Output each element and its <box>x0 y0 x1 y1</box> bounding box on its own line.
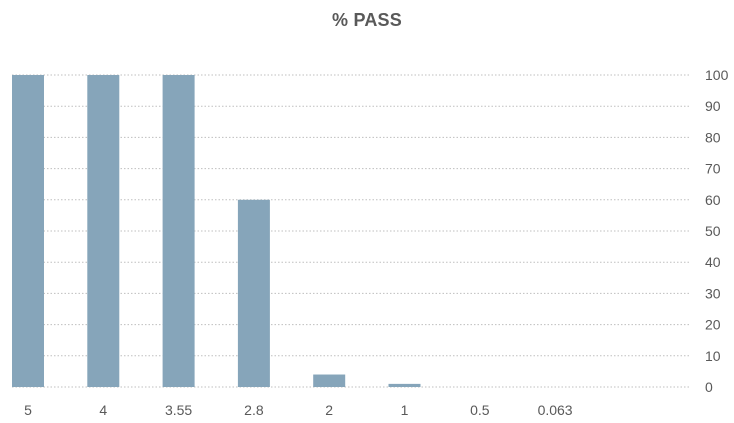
x-tick-label: 0.5 <box>470 402 490 418</box>
y-axis-tick-labels: 0 10 20 30 40 50 60 70 80 90 100 <box>705 67 729 395</box>
x-tick-label: 1 <box>401 402 409 418</box>
y-tick-label: 20 <box>705 317 721 333</box>
y-tick-label: 70 <box>705 161 721 177</box>
y-tick-label: 40 <box>705 254 721 270</box>
bar-2 <box>313 374 346 387</box>
y-tick-label: 30 <box>705 285 721 301</box>
y-tick-label: 50 <box>705 223 721 239</box>
x-axis-tick-labels: 5 4 3.55 2.8 2 1 0.5 0.063 <box>24 402 573 418</box>
y-tick-label: 90 <box>705 98 721 114</box>
gridlines <box>12 74 690 388</box>
y-tick-label: 100 <box>705 67 729 83</box>
y-tick-label: 60 <box>705 192 721 208</box>
bar-4 <box>87 75 120 387</box>
x-tick-label: 0.063 <box>538 402 573 418</box>
bar-3.55 <box>162 75 195 387</box>
chart-title: % PASS <box>332 10 402 30</box>
y-tick-label: 80 <box>705 129 721 145</box>
bar-2.8 <box>237 199 270 387</box>
y-tick-label: 10 <box>705 348 721 364</box>
x-tick-label: 4 <box>99 402 107 418</box>
x-tick-label: 5 <box>24 402 32 418</box>
x-tick-label: 2 <box>325 402 333 418</box>
bar-5 <box>12 75 44 387</box>
bar-1 <box>388 383 421 387</box>
x-tick-label: 3.55 <box>165 402 192 418</box>
y-tick-label: 0 <box>705 379 713 395</box>
bars <box>12 75 421 387</box>
x-tick-label: 2.8 <box>244 402 264 418</box>
